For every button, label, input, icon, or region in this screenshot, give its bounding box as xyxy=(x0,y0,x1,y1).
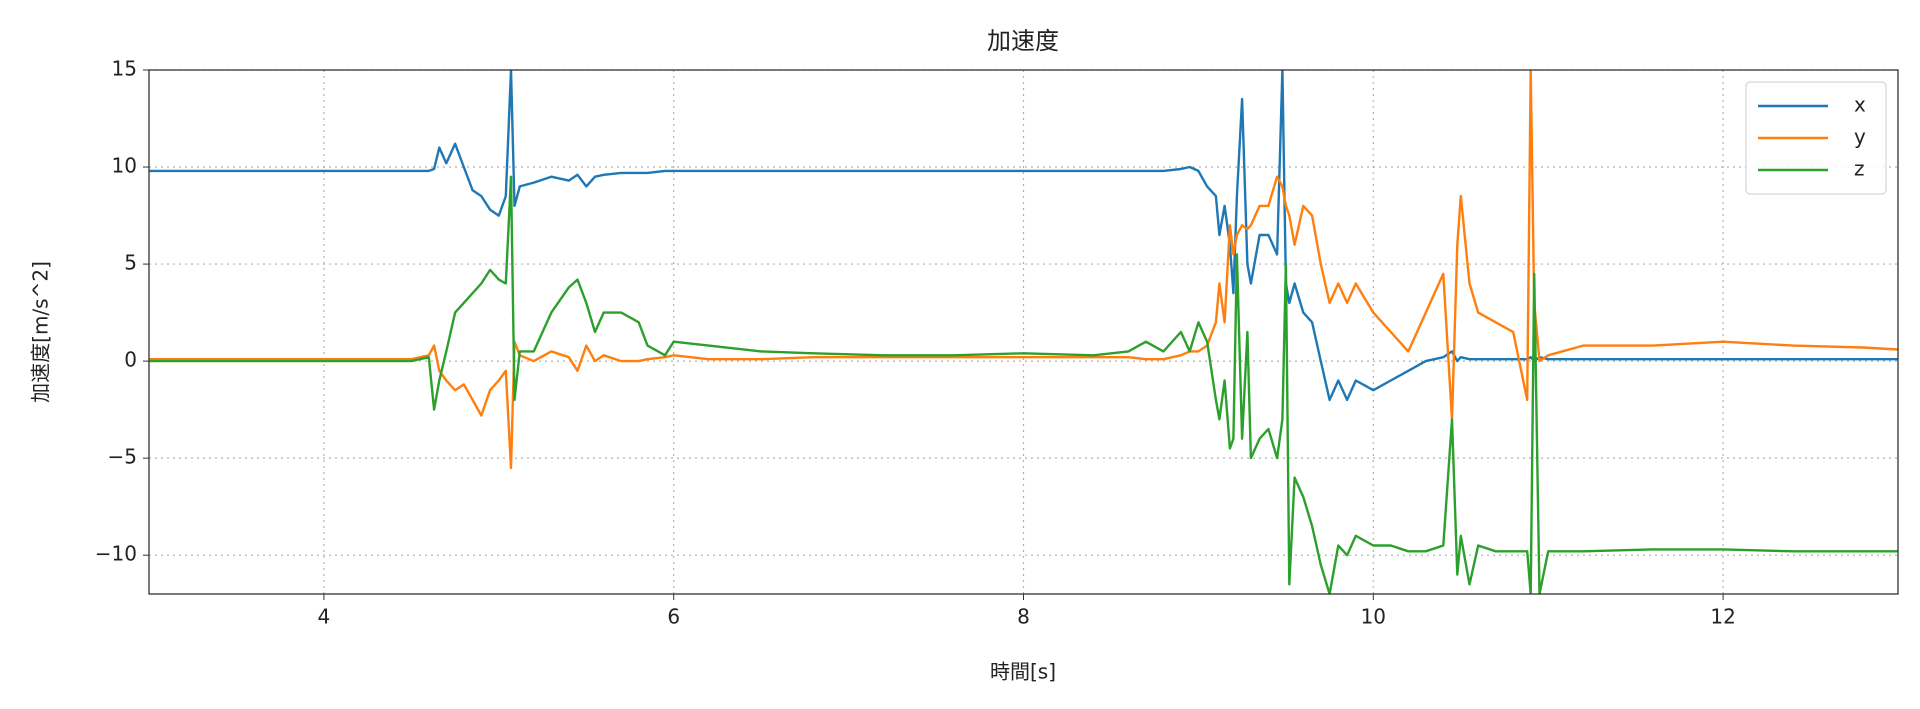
y-axis-label: 加速度[m/s^2] xyxy=(29,261,53,403)
y-tick-label: 0 xyxy=(124,348,137,372)
y-tick-label: 5 xyxy=(124,251,137,275)
y-tick-label: −10 xyxy=(95,542,137,566)
line-series xyxy=(149,70,1898,470)
line-series xyxy=(149,70,1898,402)
x-axis-label: 時間[s] xyxy=(990,660,1056,684)
legend-label: x xyxy=(1854,93,1866,117)
x-tick-label: 4 xyxy=(318,605,331,629)
line-series xyxy=(149,175,1898,594)
plot-frame xyxy=(148,69,1899,595)
legend-label: z xyxy=(1854,157,1865,181)
y-tick-label: 15 xyxy=(112,57,137,81)
x-tick-label: 6 xyxy=(667,605,680,629)
chart-title: 加速度 xyxy=(987,27,1059,55)
x-tick-label: 8 xyxy=(1017,605,1030,629)
legend-label: y xyxy=(1854,125,1866,149)
y-tick-label: 10 xyxy=(112,154,137,178)
x-tick-label: 10 xyxy=(1361,605,1386,629)
y-tick-label: −5 xyxy=(108,445,137,469)
x-tick-label: 12 xyxy=(1710,605,1735,629)
